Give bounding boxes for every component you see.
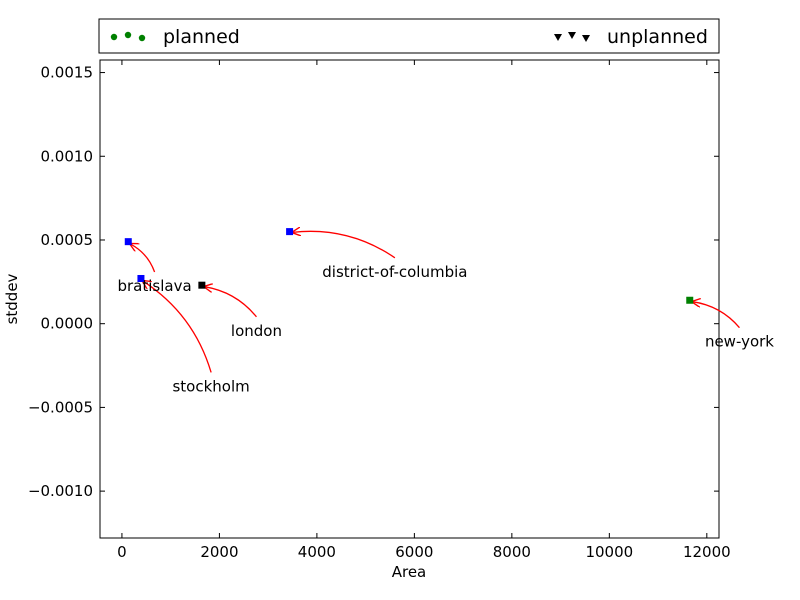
x-tick-label: 12000: [683, 543, 731, 561]
annotation-arrow: [143, 281, 212, 373]
annotation-arrows: [130, 231, 740, 373]
data-point: [198, 281, 206, 289]
plot-area: [99, 59, 720, 539]
legend-label-planned: planned: [163, 26, 240, 48]
annotation-label-new-york: new-york: [705, 333, 774, 351]
x-tick-label: 2000: [200, 543, 238, 561]
legend-frame: [98, 18, 720, 54]
y-tick-label: −0.0010: [28, 482, 93, 500]
annotation-labels: bratislava stockholm london district-of-col…: [117, 263, 774, 396]
x-tick-label: 0: [117, 543, 127, 561]
annotation-label-stockholm: stockholm: [172, 377, 249, 395]
annotation-arrow: [692, 302, 740, 329]
y-tick-label: 0.0015: [41, 64, 94, 82]
legend-marker-unplanned: [554, 32, 590, 42]
annotation-arrow: [130, 244, 156, 273]
legend-label-unplanned: unplanned: [607, 26, 708, 48]
x-tick-label: 4000: [298, 543, 336, 561]
x-tick-label: 8000: [493, 543, 531, 561]
x-tick-label: 6000: [395, 543, 433, 561]
data-point: [137, 274, 145, 282]
annotation-label-district-of-columbia: district-of-columbia: [322, 263, 467, 281]
y-tick-label: 0.0010: [41, 147, 94, 165]
annotation-arrow: [204, 287, 257, 318]
data-point: [124, 238, 132, 246]
annotation-arrow: [293, 231, 396, 259]
data-point: [686, 296, 694, 304]
x-axis-ticks: 0 2000 4000 6000 8000 10000 12000: [117, 60, 731, 561]
legend: planned unplanned: [98, 18, 720, 54]
legend-marker-planned: [110, 31, 146, 42]
data-point: [286, 228, 294, 236]
y-tick-label: 0.0000: [41, 315, 94, 333]
y-axis-label: stddev: [3, 273, 21, 324]
annotation-label-bratislava: bratislava: [117, 277, 191, 295]
x-axis-label: Area: [392, 563, 427, 581]
y-tick-label: 0.0005: [41, 231, 94, 249]
y-axis-ticks: −0.0010 −0.0005 0.0000 0.0005 0.0010 0.0015: [28, 64, 719, 500]
x-tick-label: 10000: [585, 543, 633, 561]
annotation-label-london: london: [231, 322, 282, 340]
data-points: [124, 228, 694, 304]
y-tick-label: −0.0005: [28, 398, 93, 416]
